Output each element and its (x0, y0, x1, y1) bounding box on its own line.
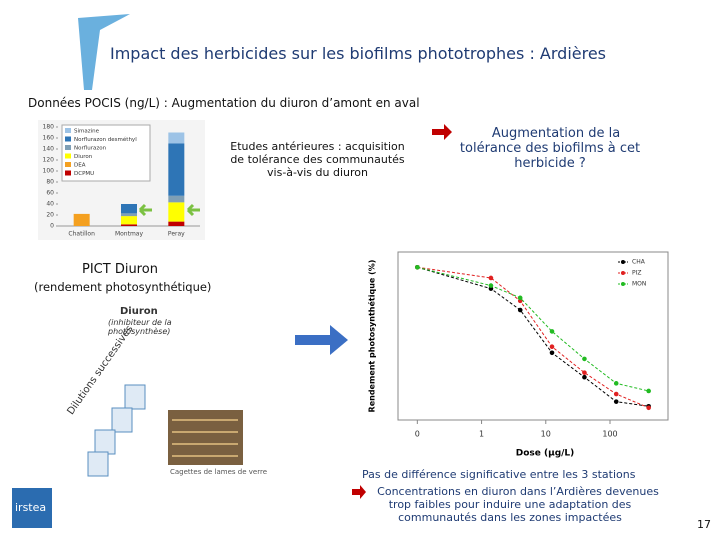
arrow-icon (432, 124, 452, 140)
legend-swatch (65, 145, 71, 150)
x-tick-label: 0 (415, 430, 420, 439)
substance: Diuron (120, 306, 158, 317)
legend-label: DEA (74, 163, 86, 169)
x-tick-label: Peray (168, 231, 185, 238)
legend-label: DCPMU (74, 171, 94, 177)
y-tick-label: 180 (43, 124, 55, 131)
point (646, 405, 651, 411)
arrow-icon (352, 485, 366, 499)
studies: Etudes antérieures : acquisition de tolé… (230, 140, 405, 179)
legend-swatch (65, 162, 71, 167)
bar-segment (168, 202, 185, 222)
hypothesis: Augmentation de la tolérance des biofilm… (459, 126, 641, 171)
x-tick-label: Chatillon (68, 231, 95, 238)
series-line (417, 266, 649, 392)
point (582, 374, 587, 380)
bar-segment (168, 143, 185, 196)
x-tick-label: 1 (479, 430, 484, 439)
legend-label: PIZ (632, 270, 642, 277)
point (582, 356, 587, 362)
bar-segment (168, 132, 185, 144)
point (517, 295, 523, 301)
bar-segment (121, 204, 137, 214)
legend-label: MON (632, 281, 646, 288)
point (582, 370, 587, 375)
x-tick-label: Montmay (115, 231, 144, 238)
bar-segment (121, 216, 137, 225)
bar-segment (168, 221, 185, 226)
y-tick-label: 80 (46, 179, 54, 186)
point (646, 388, 651, 394)
legend-swatch (65, 170, 71, 176)
pict-subtitle: (rendement photosynthétique) (34, 280, 212, 294)
logo-box (12, 488, 52, 528)
y-tick-label: 0 (50, 223, 54, 230)
bar-segment (73, 213, 90, 226)
legend-swatch (65, 153, 71, 159)
point (613, 391, 619, 397)
series-line (417, 266, 649, 409)
legend-label: Simazine (74, 129, 100, 135)
point (549, 344, 555, 349)
legend-label: Norflurazon (74, 146, 107, 152)
bar-segment (121, 213, 137, 217)
point (549, 329, 555, 334)
substance-note: (inhibiteur de la photosynthèse) (108, 318, 172, 336)
series-line (417, 266, 649, 407)
legend-label: Diuron (74, 154, 93, 160)
legend-swatch (65, 128, 71, 133)
point (415, 264, 420, 270)
legend-swatch (65, 136, 71, 142)
x-axis-label: Dose (µg/L) (516, 449, 575, 459)
point (488, 275, 494, 281)
bar-segment (121, 224, 137, 226)
point (517, 307, 523, 313)
page-number: 17 (697, 518, 711, 531)
y-tick-label: 20 (46, 212, 54, 219)
y-axis-label: Rendement photosynthétique (%) (367, 260, 377, 413)
x-tick-label: 100 (602, 430, 617, 439)
y-tick-label: 160 (43, 135, 55, 142)
point (613, 381, 619, 386)
pict-title: PICT Diuron (82, 262, 158, 277)
green-arrow (138, 203, 152, 217)
y-tick-label: 60 (46, 190, 54, 197)
conclusion-2: Concentrations en diuron dans l’Ardières… (377, 485, 659, 524)
y-tick-label: 140 (43, 146, 55, 153)
legend-label: Norflurazon desméthyl (74, 136, 137, 143)
point (613, 399, 619, 404)
y-tick-label: 40 (46, 201, 54, 208)
subtitle: Données POCIS (ng/L) : Augmentation du d… (28, 96, 420, 110)
logo: irstea (15, 501, 47, 514)
photo-lines (172, 419, 238, 457)
logo-swoosh (78, 14, 130, 90)
legend-dot (621, 260, 625, 264)
legend-dot (621, 271, 625, 275)
point (549, 350, 555, 356)
x-tick-label: 10 (541, 430, 551, 439)
arrow (295, 325, 348, 355)
legend-dot (621, 282, 625, 286)
y-tick-label: 120 (43, 157, 55, 164)
title: Impact des herbicides sur les biofilms p… (110, 44, 607, 63)
conclusion-1: Pas de différence significative entre le… (362, 468, 636, 481)
photo-caption: Cagettes de lames de verre (170, 468, 268, 476)
legend-label: CHA (632, 259, 646, 266)
green-arrow (186, 203, 200, 217)
point (488, 283, 494, 288)
beakers (87, 384, 146, 477)
y-tick-label: 100 (43, 168, 55, 175)
plot-frame (397, 251, 669, 421)
legend-box (61, 124, 151, 182)
bar-segment (168, 195, 185, 203)
